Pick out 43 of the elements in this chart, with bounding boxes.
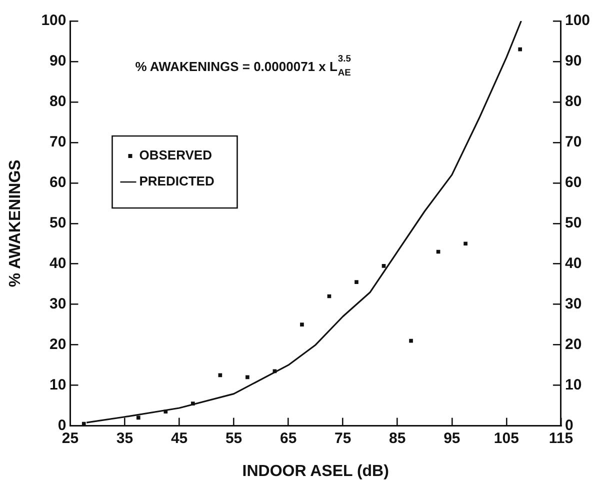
x-tick-label: 65 [280, 430, 297, 447]
y2-tick-label: 80 [564, 93, 582, 110]
y-tick-label: 10 [50, 376, 66, 394]
point [464, 242, 468, 246]
legend-label: PREDICTED [139, 174, 214, 189]
point [409, 338, 413, 343]
y-tick-label: 60 [50, 174, 66, 192]
x-axis-title: INDOOR ASEL (dB) [242, 462, 389, 480]
y2-tick-label: 70 [564, 134, 582, 151]
y2-tick-label: 90 [564, 52, 582, 70]
y-axis-title: % AWAKENINGS [7, 159, 24, 288]
point [164, 410, 168, 414]
point [191, 402, 195, 406]
x-tick-label: 85 [389, 430, 406, 447]
point [272, 369, 277, 374]
y-tick-label: 80 [50, 93, 66, 110]
y2-tick-label: 60 [564, 174, 582, 192]
x-tick-label: 45 [170, 430, 188, 447]
y2-tick-label: 40 [564, 255, 582, 272]
x-tick-label: 55 [225, 430, 242, 447]
point [300, 322, 304, 327]
x-tick-label: 35 [116, 430, 134, 447]
point [382, 264, 386, 268]
point [136, 416, 140, 420]
y-tick-label: 20 [50, 336, 66, 353]
y2-tick-label: 30 [564, 296, 582, 312]
x-tick-label: 95 [444, 430, 460, 447]
y2-tick-label: 20 [564, 336, 582, 353]
y-tick-label: 100 [41, 12, 66, 30]
x-tick-label: 75 [334, 430, 352, 447]
y-tick-label: 90 [50, 52, 66, 70]
point [518, 47, 522, 52]
y-tick-label: 30 [50, 296, 66, 312]
y2-tick-label: 100 [564, 12, 590, 30]
y2-tick-label: 10 [564, 376, 582, 394]
point [246, 375, 250, 380]
point [354, 280, 358, 284]
y-tick-label: 50 [50, 214, 66, 232]
x-tick-label: 105 [494, 430, 519, 447]
y-tick-label: 40 [50, 255, 66, 272]
y2-tick-label: 50 [564, 214, 582, 232]
y-tick-label: 70 [50, 134, 66, 151]
legend-label: OBSERVED [139, 148, 212, 163]
